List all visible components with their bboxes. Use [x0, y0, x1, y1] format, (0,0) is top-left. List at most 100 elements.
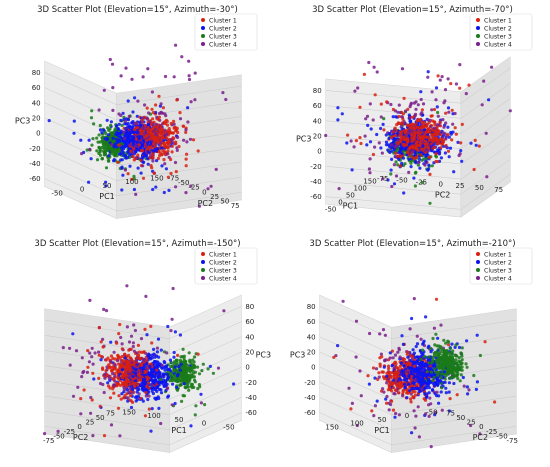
point-cluster-2	[400, 371, 404, 375]
point-cluster-2	[72, 119, 76, 123]
point-cluster-2	[146, 156, 150, 160]
point-cluster-1	[450, 138, 454, 142]
point-cluster-2	[166, 324, 170, 329]
point-cluster-4	[61, 346, 65, 350]
point-cluster-2	[382, 365, 386, 369]
point-cluster-1	[378, 364, 382, 368]
point-cluster-3	[180, 399, 184, 403]
legend-marker-3	[201, 268, 205, 272]
point-cluster-4	[390, 184, 394, 189]
z-tick-label: 60	[313, 102, 322, 110]
point-cluster-2	[444, 391, 448, 395]
point-cluster-4	[184, 191, 188, 195]
point-cluster-1	[184, 130, 188, 134]
point-cluster-4	[413, 426, 417, 430]
point-cluster-4	[407, 130, 411, 134]
point-cluster-4	[159, 110, 163, 114]
point-cluster-4	[454, 82, 458, 86]
point-cluster-3	[107, 128, 111, 132]
point-cluster-1	[106, 356, 110, 360]
x-tick-label: 50	[346, 192, 355, 200]
point-cluster-2	[166, 377, 170, 381]
point-cluster-2	[120, 165, 124, 169]
y-tick-label: 25	[85, 419, 94, 427]
point-cluster-3	[421, 181, 425, 185]
point-cluster-4	[372, 414, 376, 418]
point-cluster-1	[104, 369, 108, 373]
point-cluster-1	[420, 121, 424, 125]
point-cluster-1	[162, 121, 166, 125]
point-cluster-2	[157, 355, 161, 359]
point-cluster-2	[452, 381, 456, 386]
point-cluster-3	[413, 184, 417, 188]
point-cluster-1	[393, 388, 398, 392]
point-cluster-1	[140, 149, 144, 153]
point-cluster-3	[430, 164, 434, 168]
point-cluster-3	[178, 383, 183, 387]
point-cluster-1	[129, 347, 133, 351]
point-cluster-1	[121, 376, 125, 380]
point-cluster-2	[392, 140, 396, 144]
point-cluster-2	[132, 137, 136, 141]
point-cluster-2	[452, 170, 456, 174]
point-cluster-2	[173, 401, 177, 406]
legend-label-2: Cluster 2	[209, 26, 237, 33]
point-cluster-2	[400, 127, 404, 131]
point-cluster-1	[120, 347, 124, 351]
point-cluster-1	[358, 105, 362, 109]
point-cluster-4	[436, 114, 440, 118]
point-cluster-1	[148, 156, 152, 160]
point-cluster-1	[454, 132, 458, 136]
point-cluster-4	[112, 383, 116, 387]
point-cluster-4	[434, 98, 438, 102]
point-cluster-2	[345, 141, 349, 145]
point-cluster-4	[141, 75, 145, 79]
point-cluster-1	[434, 152, 438, 156]
point-cluster-4	[104, 309, 109, 313]
point-cluster-2	[336, 106, 340, 110]
point-cluster-2	[150, 386, 154, 391]
point-cluster-2	[155, 350, 159, 354]
point-cluster-2	[126, 118, 130, 122]
point-cluster-1	[126, 172, 130, 176]
y-tick-label: -75	[168, 174, 179, 182]
point-cluster-2	[135, 114, 139, 118]
point-cluster-2	[437, 152, 441, 156]
point-cluster-2	[159, 348, 163, 352]
point-cluster-1	[145, 106, 149, 110]
point-cluster-2	[461, 375, 465, 380]
point-cluster-2	[448, 146, 453, 150]
point-cluster-2	[138, 120, 142, 124]
point-cluster-1	[428, 155, 432, 159]
point-cluster-1	[385, 401, 389, 405]
point-cluster-1	[134, 126, 138, 130]
point-cluster-2	[465, 339, 469, 343]
z-tick-label: 80	[245, 303, 254, 311]
point-cluster-4	[375, 70, 379, 74]
point-cluster-2	[390, 146, 394, 150]
y-tick-label: 75	[494, 186, 503, 194]
point-cluster-1	[422, 397, 426, 401]
point-cluster-2	[146, 141, 150, 145]
point-cluster-3	[197, 372, 202, 376]
point-cluster-4	[127, 374, 132, 378]
point-cluster-2	[104, 180, 108, 184]
point-cluster-2	[126, 150, 130, 154]
legend-marker-4	[201, 42, 205, 46]
point-cluster-4	[379, 115, 383, 119]
point-cluster-1	[388, 380, 392, 384]
point-cluster-4	[134, 359, 138, 363]
point-cluster-2	[428, 366, 432, 371]
point-cluster-1	[440, 142, 444, 147]
point-cluster-4	[180, 55, 184, 59]
point-cluster-1	[428, 172, 432, 176]
point-cluster-3	[460, 346, 464, 350]
point-cluster-4	[435, 123, 439, 127]
point-cluster-1	[422, 125, 426, 129]
point-cluster-1	[132, 147, 136, 151]
point-cluster-4	[206, 187, 210, 191]
point-cluster-1	[150, 107, 154, 111]
point-cluster-3	[95, 136, 99, 140]
point-cluster-3	[465, 365, 469, 369]
point-cluster-1	[169, 121, 173, 126]
